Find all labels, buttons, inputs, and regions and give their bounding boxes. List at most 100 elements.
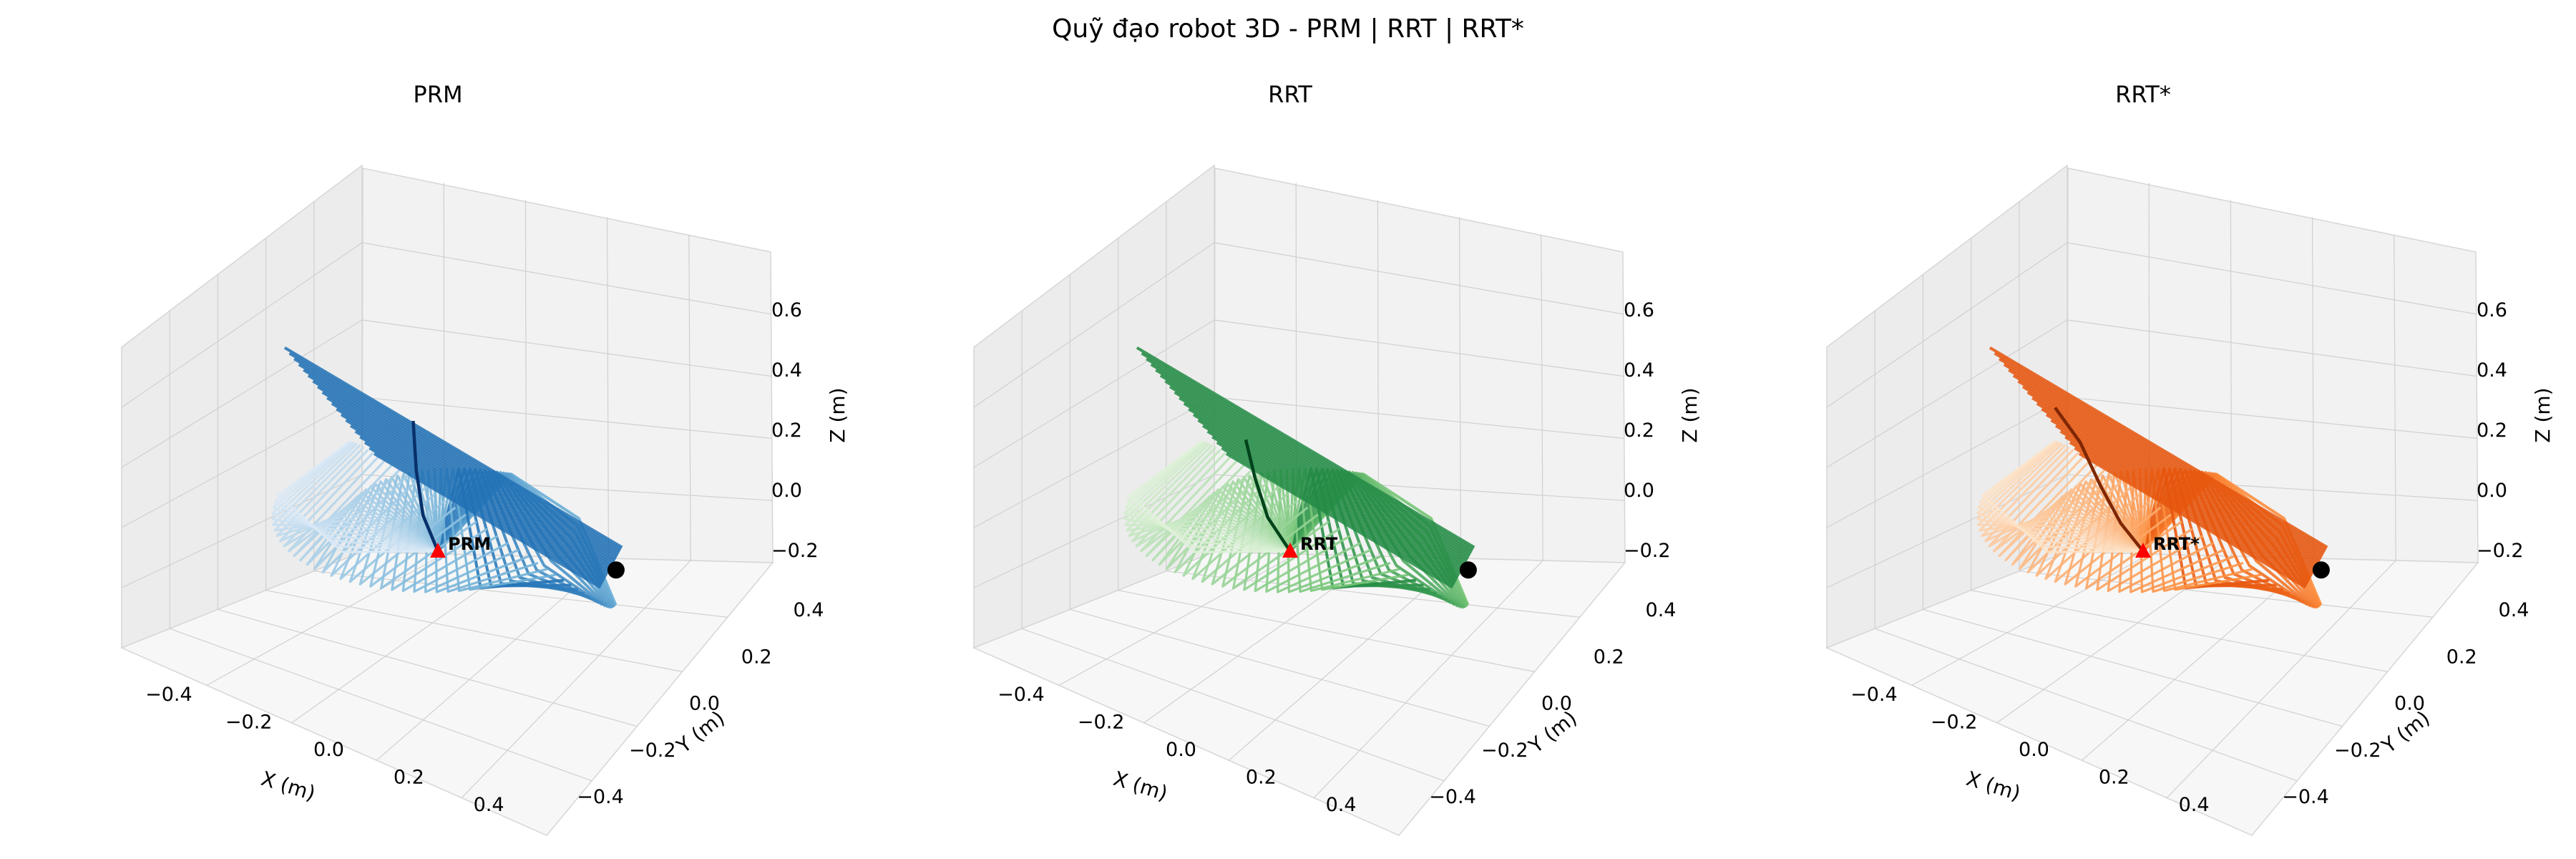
subplot-1: PRM PRM −0.4 −0.2 0.0 0.2 0.4 X (m) −0.4 −0.2 0.0 0… (120, 81, 849, 836)
y-tick-label: 0.2 (1594, 646, 1624, 668)
arm-configuration (1155, 369, 1471, 558)
subplot-2: RRT RRT −0.4 −0.2 0.0 0.2 0.4 X (m) −0.4 −0.2 0.0 0… (972, 81, 1702, 836)
arm-configuration (1183, 402, 1464, 570)
grid-line (1214, 242, 1624, 315)
arm-configuration (2045, 413, 2315, 574)
arm-configuration (288, 351, 622, 551)
grid-line (1541, 234, 1543, 561)
start-label: PRM (448, 534, 491, 554)
x-tick-label: −0.4 (1850, 684, 1898, 706)
x-tick-label: −0.4 (145, 684, 192, 706)
arm-configurations (1976, 346, 2328, 609)
arm-configuration (1146, 357, 1473, 553)
z-tick-label: −0.2 (1624, 540, 1671, 562)
arm-configuration (1136, 346, 1475, 549)
z-axis-label: Z (m) (2531, 387, 2555, 442)
start-label: RRT (1300, 534, 1338, 554)
grid-line (1874, 628, 2298, 782)
y-tick-label: −0.2 (629, 739, 676, 762)
y-tick-label: 0.2 (741, 646, 772, 668)
grid-line (1826, 319, 2068, 468)
arm-configuration (2017, 379, 2321, 561)
pane-floor (972, 551, 1626, 836)
arm-configuration (373, 452, 602, 589)
y-tick-label: 0.4 (2499, 599, 2529, 621)
grid-line (1313, 560, 1543, 799)
goal-marker (2312, 561, 2330, 579)
arm-configuration (1221, 447, 1455, 587)
z-tick-label: 0.4 (2477, 359, 2507, 382)
grid-line (1826, 474, 2068, 588)
start-marker (2135, 543, 2151, 558)
start-marker (1282, 543, 1298, 558)
arm-configuration (2142, 467, 2262, 591)
arm-configuration (1994, 351, 2327, 551)
arm-configuration (369, 447, 602, 587)
z-tick-label: 0.0 (771, 480, 802, 502)
arm-configuration (326, 397, 613, 568)
arm-configuration (2026, 391, 2319, 566)
arm-configuration (336, 407, 610, 572)
grid-line (218, 608, 638, 727)
end-effector-path (1244, 439, 1292, 553)
grid-line (973, 242, 1215, 408)
x-tick-label: 0.0 (2019, 739, 2049, 761)
arm-configuration (2041, 407, 2316, 572)
subplots: PRM PRM −0.4 −0.2 0.0 0.2 0.4 X (m) −0.4 −0.2 0.0 0… (120, 81, 2555, 836)
arm-configuration (2069, 441, 2309, 585)
arm-configuration (2008, 369, 2324, 558)
arm-configuration (1211, 435, 1457, 583)
y-tick-label: −0.4 (577, 786, 624, 808)
arm-configuration (1989, 346, 2328, 549)
grid-line (265, 590, 683, 672)
arm-configuration (349, 424, 608, 578)
z-tick-label: 0.2 (1624, 419, 1654, 442)
end-effector-path (411, 420, 440, 552)
arm-configuration (273, 441, 439, 553)
grid-line (1118, 590, 1535, 672)
arm-configuration (1192, 413, 1462, 574)
arm-configuration (2036, 402, 2317, 570)
arm-configuration (1999, 357, 2326, 553)
z-tick-label: 0.6 (2477, 299, 2507, 321)
x-tick-label: −0.2 (1078, 712, 1125, 734)
arm-configuration (364, 441, 604, 585)
arm-configuration (436, 467, 565, 590)
arm-configuration (1979, 441, 2144, 553)
arm-configuration (312, 379, 616, 561)
arm-configuration (1216, 441, 1456, 585)
z-tick-label: 0.4 (1624, 359, 1654, 382)
z-axis-label: Z (m) (826, 387, 849, 442)
arm-configuration (359, 435, 605, 583)
grid-line (121, 474, 363, 588)
arm-configuration (2078, 452, 2307, 589)
arm-configuration (1289, 467, 1417, 590)
arm-configuration (2012, 374, 2323, 560)
arm-configuration (1126, 441, 1291, 553)
y-tick-label: −0.4 (1429, 786, 1476, 808)
y-tick-label: 0.4 (794, 599, 824, 621)
arm-configuration (276, 441, 439, 553)
arm-configuration (1179, 397, 1465, 568)
grid-line (121, 319, 363, 468)
arm-configuration (1197, 419, 1460, 576)
arm-configuration (293, 357, 621, 553)
z-axis-label: Z (m) (1678, 387, 1702, 442)
subplot-title: RRT (1268, 81, 1312, 108)
arm-configuration (307, 374, 618, 560)
arm-configuration (1159, 374, 1470, 560)
y-tick-label: 0.0 (689, 693, 720, 715)
arm-configuration (2059, 430, 2311, 581)
x-tick-label: 0.4 (2179, 794, 2210, 816)
arm-configuration (1128, 441, 1291, 553)
arm-configuration (436, 467, 557, 591)
z-tick-label: −0.2 (771, 540, 819, 562)
z-tick-label: 0.2 (771, 419, 802, 442)
start-marker (430, 543, 446, 558)
arm-configuration (331, 402, 612, 570)
grid-line (169, 628, 592, 782)
arm-configuration (1141, 351, 1474, 551)
z-tick-label: 0.4 (771, 359, 802, 382)
grid-line (973, 474, 1215, 588)
arm-configuration (1201, 424, 1460, 578)
